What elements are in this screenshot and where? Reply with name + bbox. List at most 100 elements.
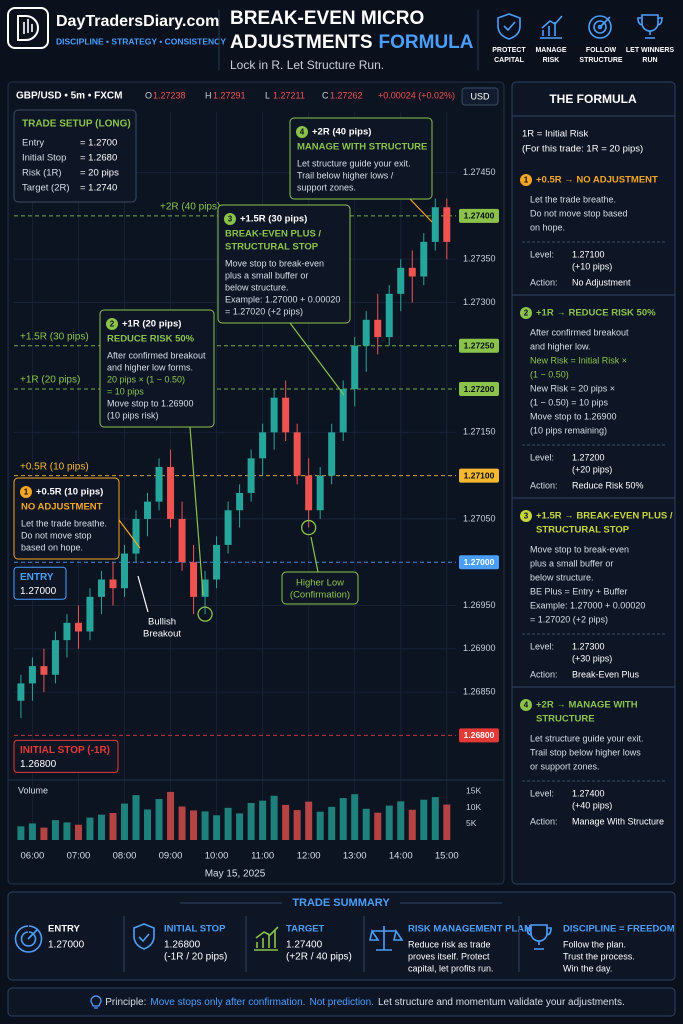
summary-item-text: 1.27400: [286, 940, 323, 951]
connector: [310, 536, 319, 573]
volume-tick-label: 15K: [466, 786, 481, 796]
principle-part: Principle:: [105, 997, 146, 1008]
breakout-label: Breakout: [143, 629, 181, 640]
summary-item-title: RISK MANAGEMENT PLAN: [408, 924, 531, 935]
setup-title: TRADE SETUP (LONG): [22, 119, 131, 130]
summary-item-title: INITIAL STOP: [164, 924, 226, 935]
candle-body: [328, 432, 336, 476]
candle-body: [155, 466, 163, 502]
x-tick-label: 13:00: [343, 851, 367, 862]
icon-target: [588, 15, 612, 39]
title-word: ADJUSTMENTS: [230, 32, 373, 53]
summary-item-text: Reduce risk as trade: [408, 939, 491, 949]
candle-body: [224, 510, 232, 545]
icon-shield: [497, 13, 521, 40]
symbol: GBP/USD • 5m • FXCM: [16, 91, 122, 102]
callout-text: = 10 pips: [107, 386, 144, 396]
candle-body: [259, 432, 267, 459]
section-title: STRUCTURE: [536, 714, 595, 725]
summary-item-title: ENTRY: [48, 924, 81, 935]
title-line1: BREAK-EVEN MICRO: [230, 8, 424, 29]
section-text: or support zones.: [530, 761, 600, 771]
volume-bar: [28, 823, 36, 840]
volume-bar: [97, 814, 105, 840]
logo-mark: [17, 15, 39, 41]
summary-item-text: (-1R / 20 pips): [164, 952, 227, 963]
x-tick-label: 08:00: [113, 851, 137, 862]
candle-body: [236, 492, 244, 511]
callout-text: Let the trade breathe.: [21, 518, 107, 528]
level-name: +1R (20 pips): [20, 375, 80, 386]
step-badge: [520, 307, 532, 319]
step-number: 1: [24, 488, 29, 497]
badge-label: RISK: [543, 57, 560, 64]
summary-item-text: capital, let profits run.: [408, 963, 494, 973]
candle-body: [28, 666, 36, 684]
candle-body: [109, 579, 117, 589]
callout-heading: +1.5R (30 pips): [240, 214, 307, 225]
higher-low-label: Higher Low: [296, 578, 344, 589]
y-tick-label: 1.27050: [463, 513, 496, 523]
volume-bar: [397, 801, 405, 840]
formula-title: THE FORMULA: [549, 92, 637, 106]
volume-bar: [121, 803, 128, 840]
icon-bulb: [90, 995, 102, 1009]
connector: [118, 519, 141, 549]
y-tick-label: 1.26900: [463, 643, 496, 653]
quote-key: C: [322, 90, 329, 100]
level-tag-label: 1.27200: [464, 384, 495, 394]
currency-button[interactable]: [461, 87, 499, 106]
level-name: INITIAL STOP (-1R): [20, 745, 110, 756]
callout-text: Let structure guide your exit.: [297, 158, 411, 168]
principle-part: Not prediction.: [309, 997, 373, 1008]
volume-bar: [224, 807, 232, 840]
quote-change: +0.00024 (+0.02%): [378, 90, 455, 100]
x-tick-label: 11:00: [251, 851, 274, 862]
formula-intro: (For this trade: 1R = 20 pips): [522, 144, 643, 155]
candle-body: [351, 345, 359, 390]
volume-bar: [431, 797, 439, 840]
volume-bar: [132, 795, 140, 840]
section-text: Do not move stop based: [530, 208, 628, 218]
y-tick-label: 1.26850: [463, 686, 496, 696]
section-text: BE Plus = Entry + Buffer: [530, 586, 627, 596]
y-tick-label: 1.27350: [463, 254, 496, 264]
badge-label: CAPITAL: [494, 57, 525, 64]
volume-bar: [362, 808, 370, 840]
volume-bar: [144, 809, 152, 840]
volume-bar: [374, 812, 382, 840]
volume-bar: [109, 813, 117, 840]
x-tick-label: 14:00: [389, 851, 413, 862]
section-text: and higher low.: [530, 341, 591, 351]
level-text: (+30 pips): [572, 653, 612, 663]
callout-box: [13, 477, 120, 560]
quote-key: H: [205, 90, 212, 100]
quote-value: 1.27291: [213, 90, 246, 100]
volume-bar: [201, 811, 209, 840]
setup-box: [13, 109, 137, 203]
setup-value: = 20 pips: [80, 168, 119, 179]
setup-key: Target (2R): [22, 183, 70, 194]
currency: USD: [470, 91, 490, 101]
callout-box: [99, 309, 215, 428]
summary-item-text: Trust the process.: [563, 951, 635, 961]
breakout-label: Bullish: [148, 617, 176, 628]
volume-bar: [270, 795, 278, 840]
level-tag: [459, 468, 499, 483]
level-key: Level:: [530, 641, 554, 651]
level-tag: [459, 382, 499, 397]
volume-bar: [167, 791, 175, 840]
summary-icon: [14, 925, 43, 953]
summary-item-text: Follow the plan.: [563, 939, 626, 949]
badge-label: RUN: [642, 57, 657, 64]
section-text: (1 − 0.50) = 10 pips: [530, 397, 609, 407]
section-title: STRUCTURAL STOP: [536, 525, 630, 536]
summary-icon: [526, 924, 552, 950]
candle-body: [178, 518, 186, 563]
logo-candles: [23, 19, 33, 34]
volume-tick-label: 10K: [466, 802, 481, 812]
connector: [137, 575, 149, 613]
step-number: 3: [524, 512, 529, 521]
title-accent: FORMULA: [379, 32, 474, 53]
setup-key: Entry: [22, 138, 44, 149]
